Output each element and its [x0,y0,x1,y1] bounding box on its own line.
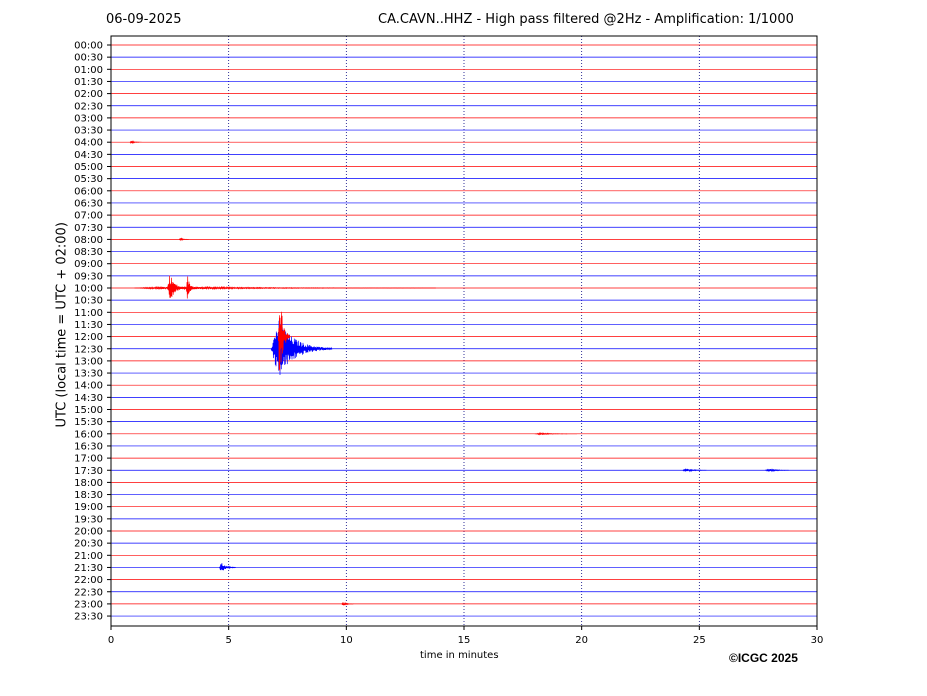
seismic-event [341,601,354,606]
y-tick-label: 16:00 [74,429,103,440]
seismic-event [129,140,142,145]
y-tick-label: 13:00 [74,356,103,367]
x-tick-label: 0 [108,635,114,646]
y-tick-label: 00:00 [74,41,103,52]
y-tick-label: 23:30 [74,612,103,623]
y-tick-label: 19:30 [74,514,103,525]
y-tick-label: 11:30 [74,320,103,331]
y-tick-label: 02:00 [74,89,103,100]
x-tick-label: 30 [811,635,824,646]
y-tick-label: 22:00 [74,575,103,586]
y-tick-label: 07:00 [74,211,103,222]
seismic-event [534,431,577,436]
y-tick-label: 17:30 [74,466,103,477]
y-tick-label: 11:00 [74,308,103,319]
y-tick-label: 12:00 [74,332,103,343]
y-tick-label: 04:30 [74,150,103,161]
seismic-traces [111,44,817,617]
y-tick-label: 05:00 [74,162,103,173]
seismic-event [178,237,189,242]
y-tick-label: 21:00 [74,551,103,562]
grid-lines [228,36,700,626]
y-tick-label: 13:30 [74,369,103,380]
seismic-event [277,311,291,371]
y-tick-label: 14:00 [74,381,103,392]
y-tick-label: 14:30 [74,393,103,404]
y-tick-label: 08:00 [74,235,103,246]
y-tick-label: 04:00 [74,138,103,149]
seismic-event [219,563,236,571]
seismic-event [185,276,196,299]
y-tick-label: 18:00 [74,478,103,489]
x-tick-label: 25 [693,635,706,646]
seismic-event [682,468,707,473]
y-tick-label: 03:00 [74,113,103,124]
date-label: 06-09-2025 [106,12,182,27]
y-tick-label: 10:00 [74,284,103,295]
y-tick-label: 02:30 [74,101,103,112]
y-tick-label: 06:00 [74,186,103,197]
y-tick-label: 00:30 [74,53,103,64]
x-tick-label: 20 [575,635,588,646]
y-tick-label: 08:30 [74,247,103,258]
y-axis-label: UTC (local time = UTC + 02:00) [54,222,70,428]
y-tick-label: 19:00 [74,502,103,513]
y-tick-label: 21:30 [74,563,103,574]
y-tick-label: 18:30 [74,490,103,501]
x-tick-label: 15 [458,635,471,646]
y-tick-label: 12:30 [74,344,103,355]
x-axis-label: time in minutes [420,650,499,661]
copyright-label: ©ICGC 2025 [729,651,798,665]
seismic-event [765,468,789,473]
y-tick-label: 05:30 [74,174,103,185]
y-tick-label: 09:00 [74,259,103,270]
y-tick-label: 17:00 [74,454,103,465]
y-tick-label: 01:30 [74,77,103,88]
seismic-event [167,275,187,298]
y-tick-label: 23:00 [74,599,103,610]
y-tick-label: 20:00 [74,527,103,538]
y-tick-label: 06:30 [74,198,103,209]
x-tick-label: 10 [340,635,353,646]
y-tick-label: 01:00 [74,65,103,76]
y-tick-label: 10:30 [74,296,103,307]
x-axis-ticks: 0 5 10 15 20 25 30 [108,626,824,646]
y-tick-label: 07:30 [74,223,103,234]
y-tick-label: 16:30 [74,441,103,452]
x-tick-label: 5 [225,635,231,646]
y-tick-label: 15:30 [74,417,103,428]
y-tick-label: 20:30 [74,539,103,550]
y-tick-label: 22:30 [74,587,103,598]
y-tick-label: 09:30 [74,271,103,282]
chart-title: CA.CAVN..HHZ - High pass filtered @2Hz -… [378,12,794,27]
seismic-events [129,140,789,606]
y-tick-label: 03:30 [74,126,103,137]
y-tick-label: 15:00 [74,405,103,416]
